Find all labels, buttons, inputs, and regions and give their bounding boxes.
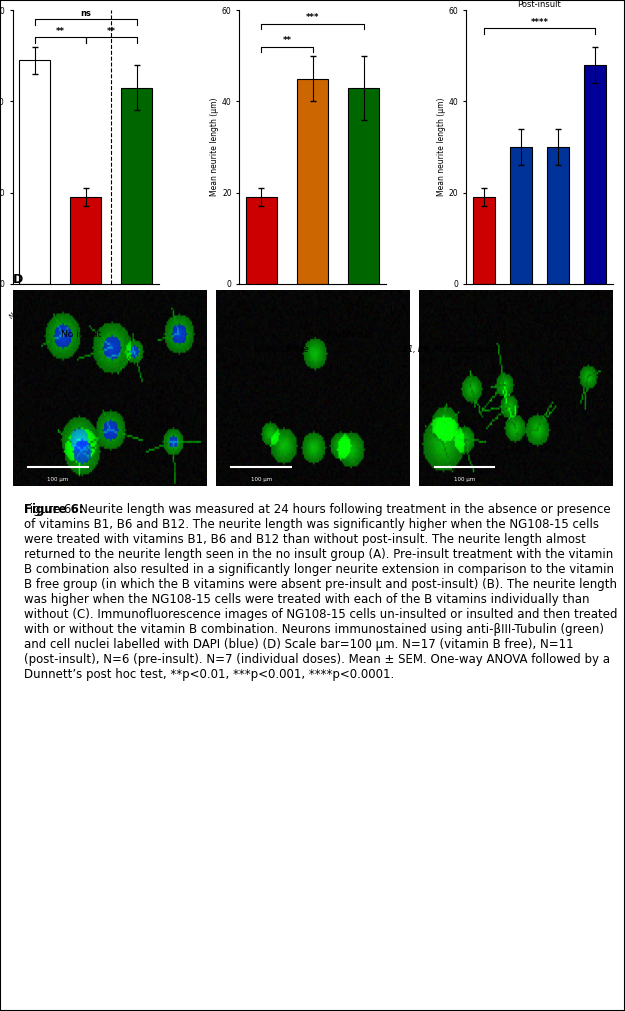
Text: 100 μm: 100 μm — [48, 477, 69, 482]
Text: Post-insult: Post-insult — [93, 379, 129, 385]
Text: Post insult: Post insult — [327, 330, 373, 339]
Text: B: B — [217, 0, 227, 1]
Bar — [584, 65, 606, 284]
Title: Post-insult: Post-insult — [518, 0, 561, 9]
Text: D: D — [12, 274, 22, 286]
Text: Figure 6:: Figure 6: — [24, 502, 88, 516]
Bar — [121, 88, 152, 284]
Text: 100 μm: 100 μm — [251, 477, 272, 482]
Text: **: ** — [56, 27, 64, 36]
Text: No insult: No insult — [61, 330, 101, 339]
Text: **: ** — [282, 36, 291, 45]
Text: ns: ns — [80, 9, 91, 18]
Text: Vitamin B free: Vitamin B free — [254, 345, 309, 354]
Bar — [297, 79, 328, 284]
Text: **: ** — [107, 27, 116, 36]
Text: B1, B6, B12 combination: B1, B6, B12 combination — [402, 345, 498, 354]
Y-axis label: Mean neurite length (μm): Mean neurite length (μm) — [210, 98, 219, 196]
Bar — [348, 88, 379, 284]
Text: C: C — [444, 0, 453, 1]
Text: Figure 6: Neurite length was measured at 24 hours following treatment in the abs: Figure 6: Neurite length was measured at… — [24, 502, 618, 680]
Bar — [547, 147, 569, 284]
Text: ****: **** — [531, 18, 548, 27]
Bar — [246, 197, 277, 284]
Bar — [510, 147, 532, 284]
Bar — [71, 197, 101, 284]
Bar — [472, 197, 495, 284]
Y-axis label: Mean neurite length (μm): Mean neurite length (μm) — [437, 98, 446, 196]
Bar — [19, 61, 50, 284]
Text: ***: *** — [306, 13, 319, 22]
Text: 100 μm: 100 μm — [454, 477, 475, 482]
